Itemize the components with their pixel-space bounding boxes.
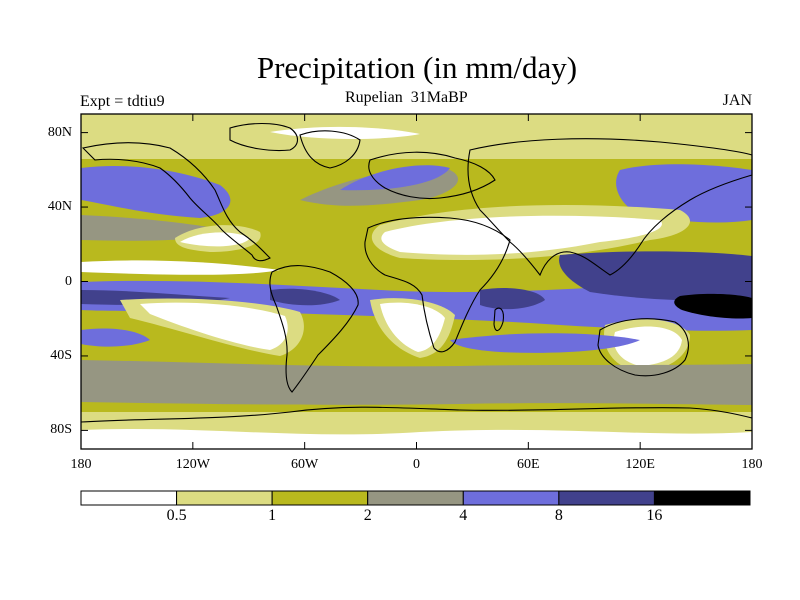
x-tick-label: 180 [741, 457, 763, 472]
colorbar-swatch [462, 490, 560, 506]
field-natlantic-stormtrack [340, 165, 450, 191]
coast-arctic-canada [229, 122, 299, 152]
colorbar-swatch [176, 490, 273, 506]
chart-title: Precipitation (in mm/day) [256, 50, 578, 85]
field-southern-ocean-grey [81, 360, 752, 405]
experiment-label: Expt = tdtiu9 [80, 93, 165, 110]
y-tick-label: 40N [47, 199, 72, 215]
y-tick-label: 40S [50, 347, 72, 363]
coast-madagascar [493, 307, 504, 332]
x-tick-label: 0 [413, 457, 420, 472]
coast-south-america [269, 265, 359, 393]
x-tick-label: 180 [70, 457, 92, 472]
colorbar [80, 490, 751, 506]
colorbar-label: 0.5 [166, 507, 187, 524]
colorbar-swatch [558, 490, 655, 506]
field-antarctic-dry [81, 428, 752, 449]
coast-australia [597, 318, 689, 377]
colorbar-label: 4 [459, 507, 468, 524]
field-wpac-very-wet [559, 251, 752, 301]
field-amazon-very-wet [270, 288, 340, 306]
y-tick-label: 0 [65, 273, 72, 289]
coast-greenland [299, 130, 361, 169]
field-spcz-max [674, 293, 752, 319]
field-australia-dry [613, 326, 682, 366]
field-satl-dry [380, 302, 445, 352]
colorbar-label: 8 [554, 507, 563, 524]
y-tick-marks [81, 132, 752, 431]
coast-north-america [81, 142, 271, 262]
y-tick-label: 80S [50, 422, 72, 438]
colorbar-swatch [80, 490, 178, 506]
field-spac-stormtrack [81, 328, 150, 347]
coast-asia [467, 138, 753, 277]
precipitation-field [81, 114, 752, 449]
y-tick-label: 80N [47, 124, 72, 140]
field-indian-very-wet [480, 288, 545, 310]
field-sahara-dry [381, 215, 662, 255]
field-sepac-dry [140, 302, 288, 350]
chart-subtitle: Rupelian 31MaBP [345, 89, 468, 106]
coastlines [80, 122, 753, 423]
x-tick-label: 120W [175, 457, 210, 472]
coast-antarctica [80, 406, 753, 423]
x-tick-marks [80, 114, 753, 449]
field-epac-itcz-dry [81, 260, 280, 275]
field-npacific-stormtrack [81, 165, 231, 218]
colorbar-swatch [271, 490, 369, 506]
coast-europe [368, 151, 496, 200]
colorbar-label: 2 [363, 507, 372, 524]
x-tick-label: 120E [625, 457, 655, 472]
x-tick-label: 60E [517, 457, 540, 472]
colorbar-label: 16 [646, 507, 663, 524]
month-label: JAN [722, 92, 752, 109]
field-nsubtrop-dry-a [180, 232, 250, 247]
colorbar-swatch [653, 490, 751, 506]
field-sindian-stormtrack [450, 333, 640, 353]
colorbar-label: 1 [268, 507, 277, 524]
coast-africa [364, 216, 511, 353]
colorbar-swatch [367, 490, 464, 506]
x-tick-label: 60W [291, 457, 319, 472]
field-arctic-light [81, 114, 752, 138]
